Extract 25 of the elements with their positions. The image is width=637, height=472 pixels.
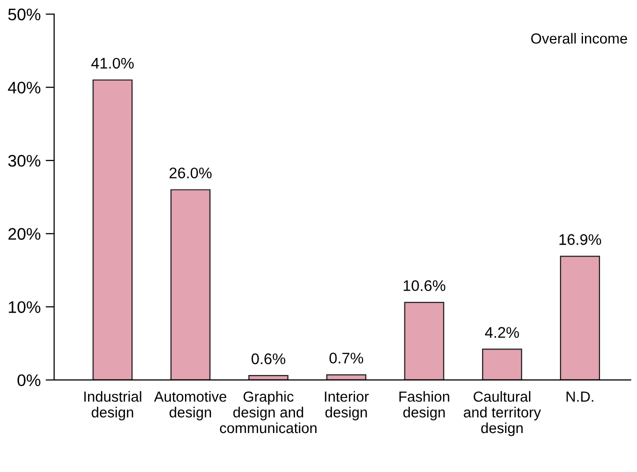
y-tick-label: 0% [18, 374, 40, 386]
bar [560, 256, 600, 380]
data-label: 10.6% [404, 280, 446, 292]
y-tick-label: 30% [8, 154, 40, 167]
x-tick-label: Fashion design [399, 391, 450, 420]
x-tick-label: Interior design [324, 391, 369, 420]
data-label: 26.0% [170, 168, 212, 178]
data-label: 4.2% [485, 327, 519, 338]
annotation: Overall income [531, 32, 628, 44]
y-tick-label: 10% [8, 301, 40, 314]
y-tick-label: 40% [8, 82, 40, 94]
data-label: 16.9% [560, 234, 602, 245]
y-tick-label: 50% [8, 8, 40, 20]
data-label: 41.0% [91, 58, 134, 69]
data-label: 0.7% [329, 352, 364, 364]
bar [404, 302, 444, 380]
y-tick-label: 20% [8, 228, 40, 240]
bar [170, 189, 211, 380]
x-tick-label: Industrial design [84, 391, 142, 420]
bar [482, 348, 522, 380]
bar [248, 375, 288, 380]
data-label: 0.6% [252, 353, 286, 364]
x-tick-label: N.D. [566, 392, 594, 402]
bar [92, 79, 133, 380]
x-tick-label: Caultural and territory design [464, 391, 541, 436]
